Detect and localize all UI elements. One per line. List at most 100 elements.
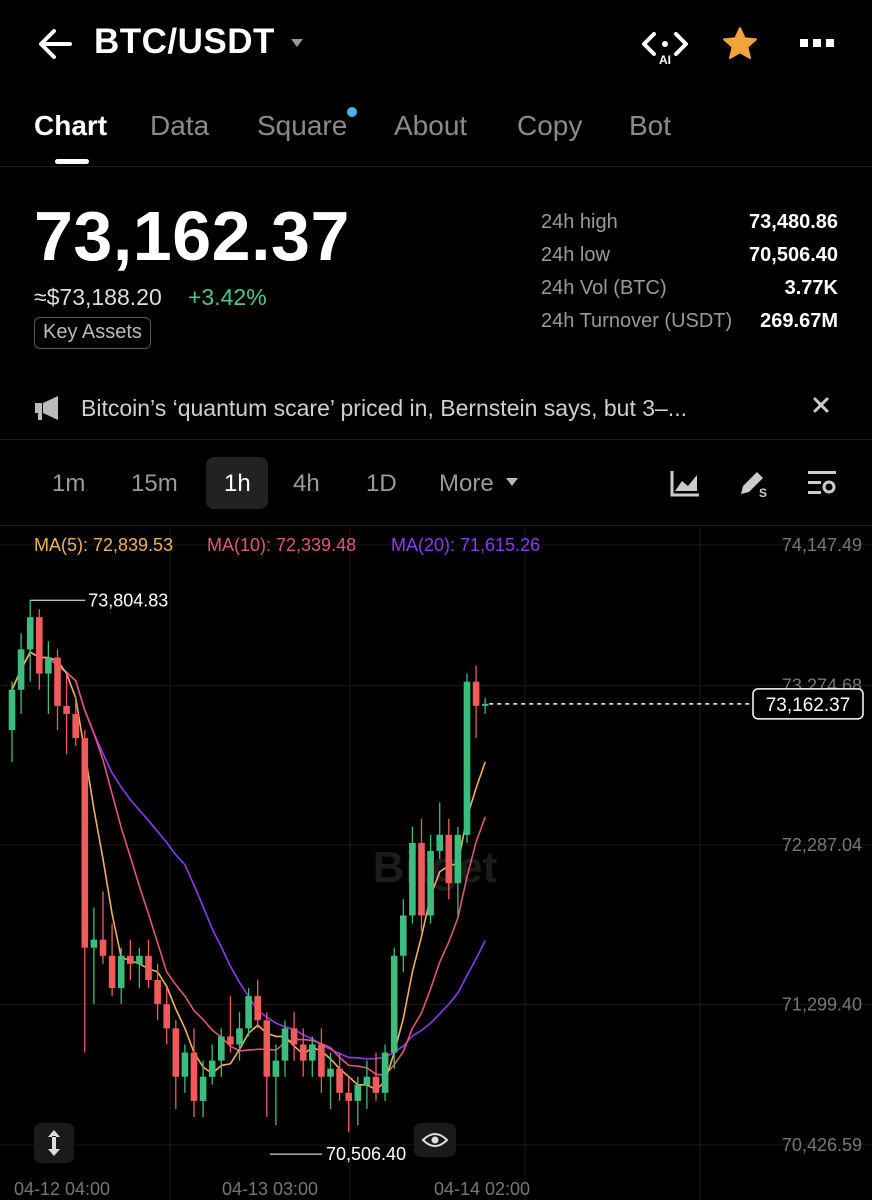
chart-annotations: 73,804.83 70,506.40 73,162.37 (30, 590, 864, 1164)
candle-body (263, 1020, 271, 1077)
candle-body (290, 1028, 298, 1045)
candle-body (390, 955, 398, 1053)
candle-body (445, 834, 453, 884)
candle-body (318, 1044, 325, 1077)
candle-body (90, 939, 98, 948)
key-assets-badge[interactable]: Key Assets (34, 317, 151, 349)
interval-15m[interactable]: 15m (131, 470, 178, 497)
candle-body (245, 996, 252, 1029)
active-tab-indicator (55, 159, 89, 164)
news-banner[interactable]: Bitcoin’s ‘quantum scare’ priced in, Ber… (0, 380, 872, 440)
price-chart[interactable]: Bitget 74,147.4973,274.6872,287.0471,299… (0, 527, 872, 1200)
candle-body (381, 1052, 389, 1093)
price-change: +3.42% (188, 284, 267, 310)
stat-value-vol: 3.77K (784, 277, 838, 299)
y-tick-label: 71,299.40 (782, 994, 862, 1014)
candle-body (418, 842, 425, 916)
x-axis: 04-12 04:00 04-13 03:00 04-14 02:00 (14, 1179, 530, 1199)
last-price: 73,162.37 (34, 197, 350, 275)
tab-square[interactable]: Square (257, 110, 348, 141)
draw-tool-icon[interactable]: S (737, 468, 769, 498)
stat-label-low: 24h low (541, 244, 610, 266)
back-arrow-icon[interactable] (36, 26, 76, 62)
candle-body (172, 1028, 180, 1077)
last-price-box (752, 688, 864, 720)
candle-body (26, 617, 34, 650)
interval-1d[interactable]: 1D (366, 470, 397, 497)
candle-body (309, 1044, 316, 1061)
stat-value-low: 70,506.40 (749, 244, 838, 266)
megaphone-icon (35, 396, 58, 420)
caret-down-icon[interactable] (506, 478, 518, 486)
candle-body (272, 1060, 280, 1077)
eye-icon (421, 1133, 449, 1147)
y-tick-label: 74,147.49 (782, 535, 862, 555)
ma10-label: MA(10): 72,339.48 (207, 535, 356, 555)
usd-price: ≈$73,188.20 (34, 284, 162, 310)
candle-body (190, 1052, 198, 1101)
candle-body (327, 1068, 334, 1077)
candle-body (45, 657, 52, 674)
candle-body (136, 955, 143, 964)
candle-body (218, 1036, 225, 1061)
candle-body (236, 1028, 243, 1045)
candle-body (81, 738, 89, 948)
candle-body (36, 617, 43, 674)
high-label: 73,804.83 (88, 590, 168, 610)
news-headline[interactable]: Bitcoin’s ‘quantum scare’ priced in, Ber… (81, 395, 687, 421)
candle-body (163, 1004, 170, 1029)
svg-text:AI: AI (659, 53, 671, 66)
pair-selector[interactable]: BTC/USDT (94, 22, 275, 61)
chart-grid (0, 527, 872, 1200)
tab-bot[interactable]: Bot (629, 110, 672, 141)
candle-body (199, 1076, 207, 1101)
ai-icon[interactable]: AI (640, 26, 690, 66)
close-icon[interactable] (812, 396, 830, 414)
candle-body (99, 939, 107, 956)
candle-body (454, 834, 462, 884)
candle-body (409, 842, 416, 916)
interval-4h[interactable]: 4h (293, 470, 320, 497)
low-label: 70,506.40 (326, 1144, 406, 1164)
interval-bar: 1m 15m 1h 4h 1D More S (0, 440, 872, 526)
candle-body (54, 657, 61, 706)
more-icon[interactable] (800, 37, 834, 49)
candle-body (17, 649, 25, 690)
caret-down-icon[interactable] (290, 38, 304, 48)
y-axis: 74,147.4973,274.6872,287.0471,299.4070,4… (782, 535, 862, 1155)
stat-value-turnover: 269.67M (760, 310, 838, 332)
candle-body (8, 689, 16, 731)
candle-body (254, 996, 261, 1021)
interval-more[interactable]: More (439, 470, 494, 497)
ma-legend: MA(5): 72,839.53 MA(10): 72,339.48 MA(20… (34, 535, 540, 555)
stat-label-high: 24h high (541, 211, 618, 233)
indicator-settings-icon[interactable] (806, 468, 838, 498)
interval-1m[interactable]: 1m (52, 470, 86, 497)
candle-body (354, 1084, 362, 1101)
tab-about[interactable]: About (394, 110, 468, 141)
y-tick-label: 72,287.04 (782, 835, 862, 855)
candle-body (181, 1052, 189, 1077)
chart-controls (34, 1123, 456, 1163)
star-icon[interactable] (722, 26, 758, 60)
tab-chart[interactable]: Chart (34, 110, 108, 141)
ma20-label: MA(20): 71,615.26 (391, 535, 540, 555)
vertical-arrows-icon (48, 1130, 60, 1156)
candle-body (108, 955, 116, 989)
stat-label-vol: 24h Vol (BTC) (541, 277, 667, 299)
last-price-label: 73,162.37 (766, 695, 851, 716)
x-tick-label: 04-13 03:00 (222, 1179, 318, 1199)
candle-body (481, 703, 489, 706)
candle-body (372, 1076, 380, 1093)
tab-copy[interactable]: Copy (517, 110, 583, 141)
candle-body (127, 955, 134, 964)
x-tick-label: 04-14 02:00 (434, 1179, 530, 1199)
ma5-label: MA(5): 72,839.53 (34, 535, 173, 555)
candle-body (336, 1068, 343, 1093)
tab-data[interactable]: Data (150, 110, 210, 141)
chart-type-icon[interactable] (669, 468, 701, 498)
candle-body (472, 681, 480, 706)
svg-text:S: S (759, 486, 767, 498)
interval-1h[interactable]: 1h (224, 470, 251, 497)
candle-body (281, 1028, 289, 1061)
